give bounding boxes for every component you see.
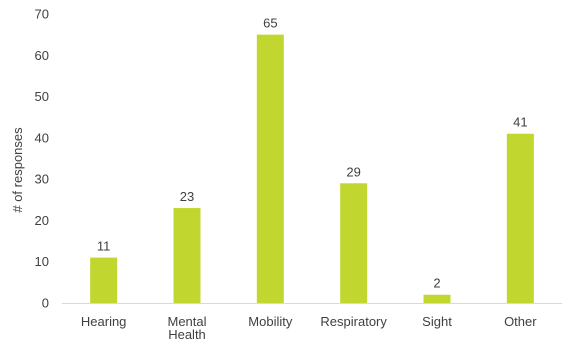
y-axis-label: # of responses: [10, 127, 25, 213]
y-tick-label: 60: [35, 48, 49, 63]
y-tick-label: 40: [35, 130, 49, 145]
y-tick-label: 30: [35, 172, 49, 187]
bar-data-label: 65: [263, 16, 277, 31]
bar: [506, 133, 534, 303]
y-tick-label: 50: [35, 89, 49, 104]
bar-data-label: 23: [180, 189, 194, 204]
y-tick-label: 10: [35, 254, 49, 269]
x-category-label: Sight: [422, 314, 452, 329]
bar: [256, 34, 284, 304]
x-category-label: Mental: [167, 314, 206, 329]
bar-data-label: 2: [433, 276, 440, 291]
data-labels: 11 23 65 29 2 41: [97, 16, 528, 291]
bar-data-label: 29: [346, 164, 360, 179]
x-category-label: Other: [504, 314, 537, 329]
bar-data-label: 41: [513, 115, 527, 130]
bar: [173, 208, 201, 303]
x-category-label: Mobility: [248, 314, 293, 329]
y-tick-label: 70: [35, 7, 49, 22]
x-category-label: Hearing: [81, 314, 127, 329]
y-axis-ticks: 0 10 20 30 40 50 60 70: [35, 7, 49, 311]
y-tick-label: 0: [42, 296, 49, 311]
bar: [423, 294, 451, 303]
bar: [90, 257, 118, 303]
y-tick-label: 20: [35, 213, 49, 228]
bar-data-label: 11: [97, 239, 111, 254]
x-category-label: Respiratory: [320, 314, 387, 329]
bar: [340, 183, 368, 303]
x-category-label: Health: [168, 327, 206, 340]
bars: [90, 34, 534, 304]
